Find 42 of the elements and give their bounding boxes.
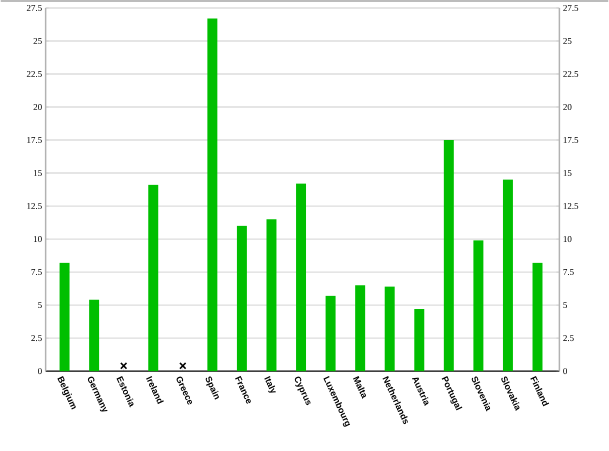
bar [296,184,306,372]
y-tick-label: 15 [564,170,572,176]
x-tick-label: Malta [352,376,366,399]
y2-tick-label: 25 [34,38,42,44]
y-tick-label: 22.5 [563,71,578,78]
bar [473,240,484,372]
y-tick-label: 10 [564,236,572,242]
y-tick-label: 12.5 [564,203,578,210]
bar [266,219,276,372]
bar [414,309,424,372]
bar [326,296,336,372]
y-tick-label: 27.5 [563,4,578,12]
bar [444,140,454,372]
y-tick-label: 0 [563,368,568,374]
y2-tick-label: 0 [38,368,42,374]
y2-tick-label: 7.5 [32,269,42,276]
y2-tick-label: 22.5 [26,71,42,78]
bar [148,184,158,372]
y2-tick-label: 5 [38,302,42,308]
bar [384,286,395,372]
y2-tick-label: 12.5 [27,203,42,210]
bar [236,226,247,372]
y2-tick-label: 20 [34,104,42,110]
y2-tick-label: 17.5 [27,137,42,144]
x-tick-label: Italy [264,376,276,393]
y-tick-label: 17.5 [564,137,578,144]
y-tick-label: 25 [563,38,572,44]
y-tick-label: 2.5 [563,335,574,342]
y-tick-label: 20 [563,104,572,110]
x-tick-label: Spain [206,376,219,400]
bar [355,285,366,372]
y2-tick-label: 2.5 [31,335,42,342]
y2-tick-label: 15 [34,170,42,176]
bar [60,262,70,372]
y2-tick-label: 27.5 [26,5,42,12]
y-tick-label: 5 [563,302,568,308]
bar [532,262,542,372]
bar [89,300,100,372]
bar [207,18,218,372]
bar [502,180,513,372]
y2-tick-label: 10 [34,236,42,242]
y-tick-label: 7.5 [563,269,574,276]
